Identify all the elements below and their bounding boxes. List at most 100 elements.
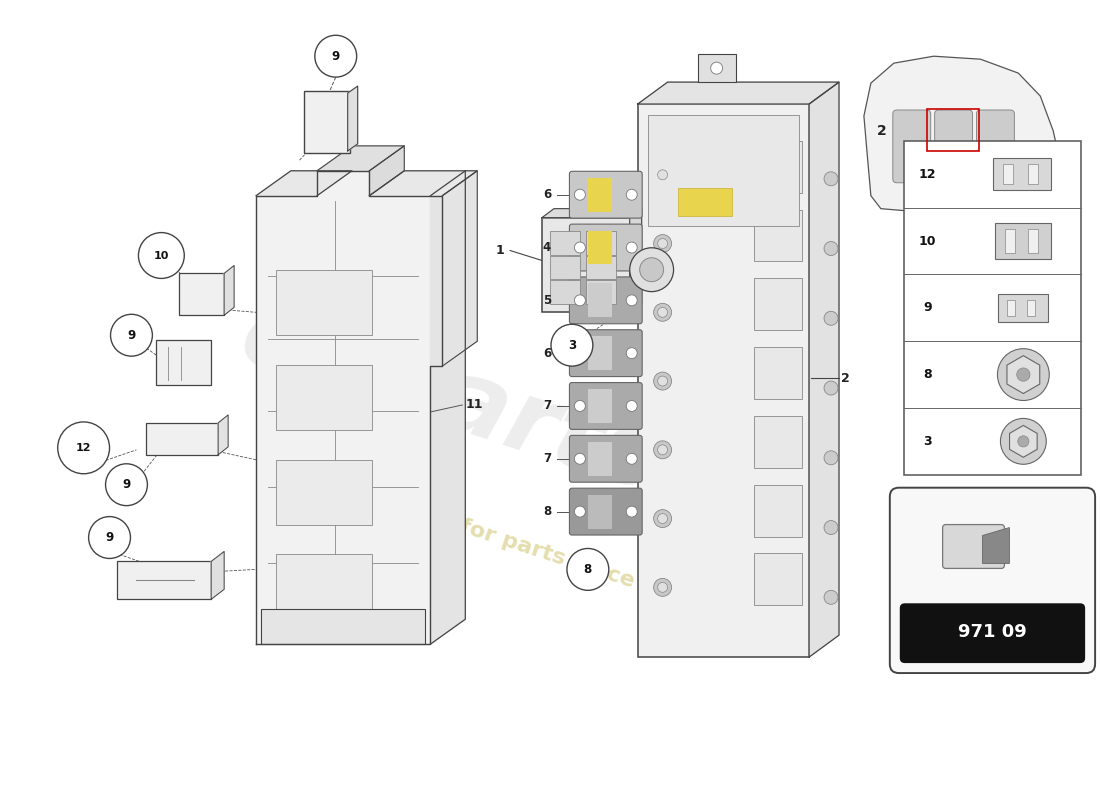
FancyBboxPatch shape: [570, 224, 642, 271]
Circle shape: [658, 238, 668, 249]
FancyBboxPatch shape: [943, 525, 1004, 569]
FancyBboxPatch shape: [570, 435, 642, 482]
Circle shape: [653, 578, 672, 596]
FancyBboxPatch shape: [1028, 164, 1038, 184]
Circle shape: [824, 451, 838, 465]
FancyBboxPatch shape: [586, 281, 616, 304]
Circle shape: [640, 258, 663, 282]
Polygon shape: [317, 146, 405, 170]
Circle shape: [106, 464, 147, 506]
Polygon shape: [156, 340, 211, 385]
FancyBboxPatch shape: [755, 347, 802, 399]
Circle shape: [626, 190, 637, 200]
FancyBboxPatch shape: [570, 382, 642, 430]
Circle shape: [574, 401, 585, 411]
Circle shape: [824, 311, 838, 326]
Circle shape: [653, 441, 672, 458]
FancyBboxPatch shape: [570, 330, 642, 377]
Polygon shape: [982, 527, 1010, 563]
Text: 6: 6: [543, 188, 551, 202]
Text: 2: 2: [877, 124, 887, 138]
Text: euparts: euparts: [229, 286, 672, 514]
FancyBboxPatch shape: [1008, 300, 1015, 316]
Circle shape: [658, 376, 668, 386]
Polygon shape: [638, 82, 839, 104]
Polygon shape: [430, 170, 465, 644]
Circle shape: [824, 590, 838, 604]
Polygon shape: [370, 146, 405, 196]
Text: 11: 11: [465, 398, 483, 411]
Polygon shape: [218, 415, 228, 455]
Circle shape: [551, 324, 593, 366]
Polygon shape: [211, 551, 224, 599]
Circle shape: [89, 517, 131, 558]
Text: 3: 3: [568, 338, 576, 352]
Circle shape: [566, 549, 608, 590]
FancyBboxPatch shape: [570, 488, 642, 535]
Circle shape: [110, 314, 153, 356]
Circle shape: [824, 381, 838, 395]
Circle shape: [574, 454, 585, 464]
Polygon shape: [629, 209, 641, 312]
FancyBboxPatch shape: [904, 141, 1081, 474]
Text: 6: 6: [543, 346, 551, 360]
FancyBboxPatch shape: [570, 277, 642, 324]
FancyBboxPatch shape: [550, 230, 580, 254]
FancyBboxPatch shape: [678, 188, 733, 216]
Circle shape: [626, 401, 637, 411]
Text: 8: 8: [584, 563, 592, 576]
Circle shape: [139, 233, 185, 278]
Circle shape: [711, 62, 723, 74]
FancyBboxPatch shape: [755, 416, 802, 468]
Polygon shape: [256, 170, 352, 196]
Text: 10: 10: [918, 234, 936, 247]
Polygon shape: [864, 56, 1060, 216]
FancyBboxPatch shape: [755, 278, 802, 330]
Circle shape: [626, 348, 637, 358]
Circle shape: [824, 172, 838, 186]
FancyBboxPatch shape: [755, 554, 802, 606]
Polygon shape: [256, 170, 442, 644]
Circle shape: [574, 506, 585, 517]
FancyBboxPatch shape: [755, 485, 802, 537]
Text: 9: 9: [128, 329, 135, 342]
Text: 8: 8: [543, 505, 551, 518]
Circle shape: [653, 234, 672, 253]
Polygon shape: [1010, 426, 1037, 458]
Circle shape: [658, 170, 668, 180]
FancyBboxPatch shape: [550, 255, 580, 279]
Polygon shape: [1006, 356, 1040, 394]
Text: 2: 2: [842, 371, 849, 385]
FancyBboxPatch shape: [587, 442, 612, 476]
FancyBboxPatch shape: [276, 270, 372, 335]
Text: 3: 3: [923, 435, 932, 448]
FancyBboxPatch shape: [570, 171, 642, 218]
Polygon shape: [117, 562, 211, 599]
FancyBboxPatch shape: [587, 336, 612, 370]
Circle shape: [653, 166, 672, 184]
Text: 7: 7: [543, 452, 551, 466]
FancyBboxPatch shape: [587, 178, 612, 212]
FancyBboxPatch shape: [755, 210, 802, 262]
Circle shape: [57, 422, 110, 474]
FancyBboxPatch shape: [638, 104, 810, 657]
Text: 971 09: 971 09: [958, 623, 1026, 641]
FancyBboxPatch shape: [697, 54, 736, 82]
Text: 7: 7: [543, 399, 551, 413]
FancyBboxPatch shape: [1027, 300, 1035, 316]
FancyBboxPatch shape: [587, 389, 612, 423]
Circle shape: [315, 35, 356, 77]
FancyBboxPatch shape: [276, 365, 372, 430]
Polygon shape: [810, 82, 839, 657]
Circle shape: [658, 307, 668, 318]
FancyBboxPatch shape: [977, 110, 1014, 182]
Text: 9: 9: [122, 478, 131, 491]
Circle shape: [574, 190, 585, 200]
Text: 9: 9: [331, 50, 340, 62]
Circle shape: [653, 372, 672, 390]
FancyBboxPatch shape: [276, 460, 372, 525]
Text: 8: 8: [923, 368, 932, 381]
Circle shape: [574, 295, 585, 306]
Polygon shape: [348, 86, 358, 151]
Circle shape: [574, 242, 585, 253]
